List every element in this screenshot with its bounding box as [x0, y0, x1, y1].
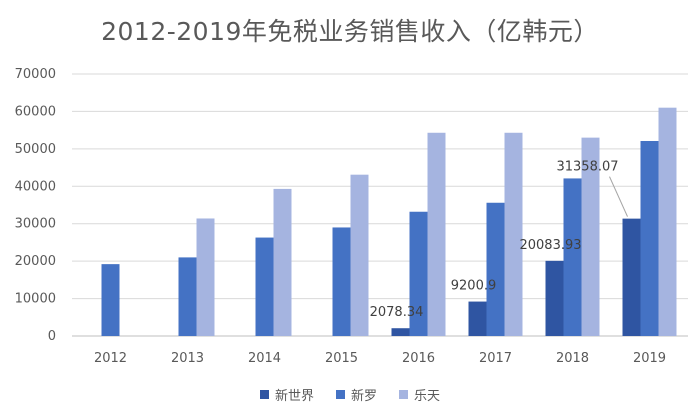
- x-tick-label: 2016: [402, 351, 435, 366]
- bar: [409, 211, 428, 336]
- bar: [563, 178, 582, 336]
- bar: [196, 218, 215, 336]
- legend: 新世界 新罗 乐天: [0, 385, 700, 404]
- x-tick-label: 2012: [94, 351, 127, 366]
- bar: [391, 328, 410, 336]
- x-tick-label: 2014: [248, 351, 281, 366]
- x-tick-label: 2019: [633, 351, 666, 366]
- bar: [178, 257, 197, 336]
- x-tick-label: 2013: [171, 351, 204, 366]
- y-tick-label: 0: [48, 329, 56, 344]
- bar: [101, 264, 120, 336]
- y-tick-label: 20000: [15, 254, 56, 269]
- bar: [581, 137, 600, 336]
- y-tick-label: 30000: [15, 217, 56, 232]
- legend-swatch: [399, 390, 408, 399]
- legend-swatch: [335, 390, 345, 399]
- bar: [545, 260, 564, 336]
- bar: [504, 132, 523, 336]
- data-label: 9200.9: [451, 279, 497, 294]
- legend-label: 新罗: [350, 389, 377, 404]
- legend-label: 乐天: [414, 389, 441, 404]
- x-tick-label: 2017: [479, 351, 512, 366]
- bar: [273, 188, 292, 336]
- bar: [486, 202, 505, 336]
- leader-line: [609, 176, 628, 217]
- data-label: 20083.93: [519, 238, 581, 253]
- bar: [468, 301, 487, 336]
- bar: [658, 107, 677, 336]
- legend-item: 乐天: [399, 385, 440, 404]
- y-tick-label: 40000: [15, 179, 56, 194]
- bar: [640, 140, 659, 336]
- x-tick-label: 2018: [556, 351, 589, 366]
- bar: [622, 218, 641, 336]
- bar: [427, 132, 446, 336]
- y-tick-label: 60000: [15, 104, 56, 119]
- legend-label: 新世界: [274, 389, 314, 404]
- chart-title: 2012-2019年免税业务销售收入（亿韩元）: [101, 17, 599, 46]
- legend-item: 新世界: [259, 385, 314, 404]
- data-label: 31358.07: [556, 160, 618, 175]
- legend-swatch: [259, 390, 269, 399]
- bar: [350, 174, 369, 336]
- y-tick-label: 50000: [15, 142, 56, 157]
- x-tick-label: 2015: [325, 351, 358, 366]
- y-tick-label: 10000: [15, 292, 56, 307]
- bar: [332, 227, 351, 336]
- bar: [255, 237, 274, 336]
- y-tick-label: 70000: [15, 67, 56, 82]
- data-label: 2078.34: [370, 305, 424, 320]
- legend-item: 新罗: [335, 385, 377, 404]
